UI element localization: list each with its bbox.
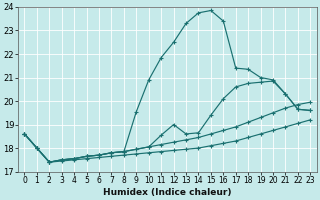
X-axis label: Humidex (Indice chaleur): Humidex (Indice chaleur) bbox=[103, 188, 232, 197]
